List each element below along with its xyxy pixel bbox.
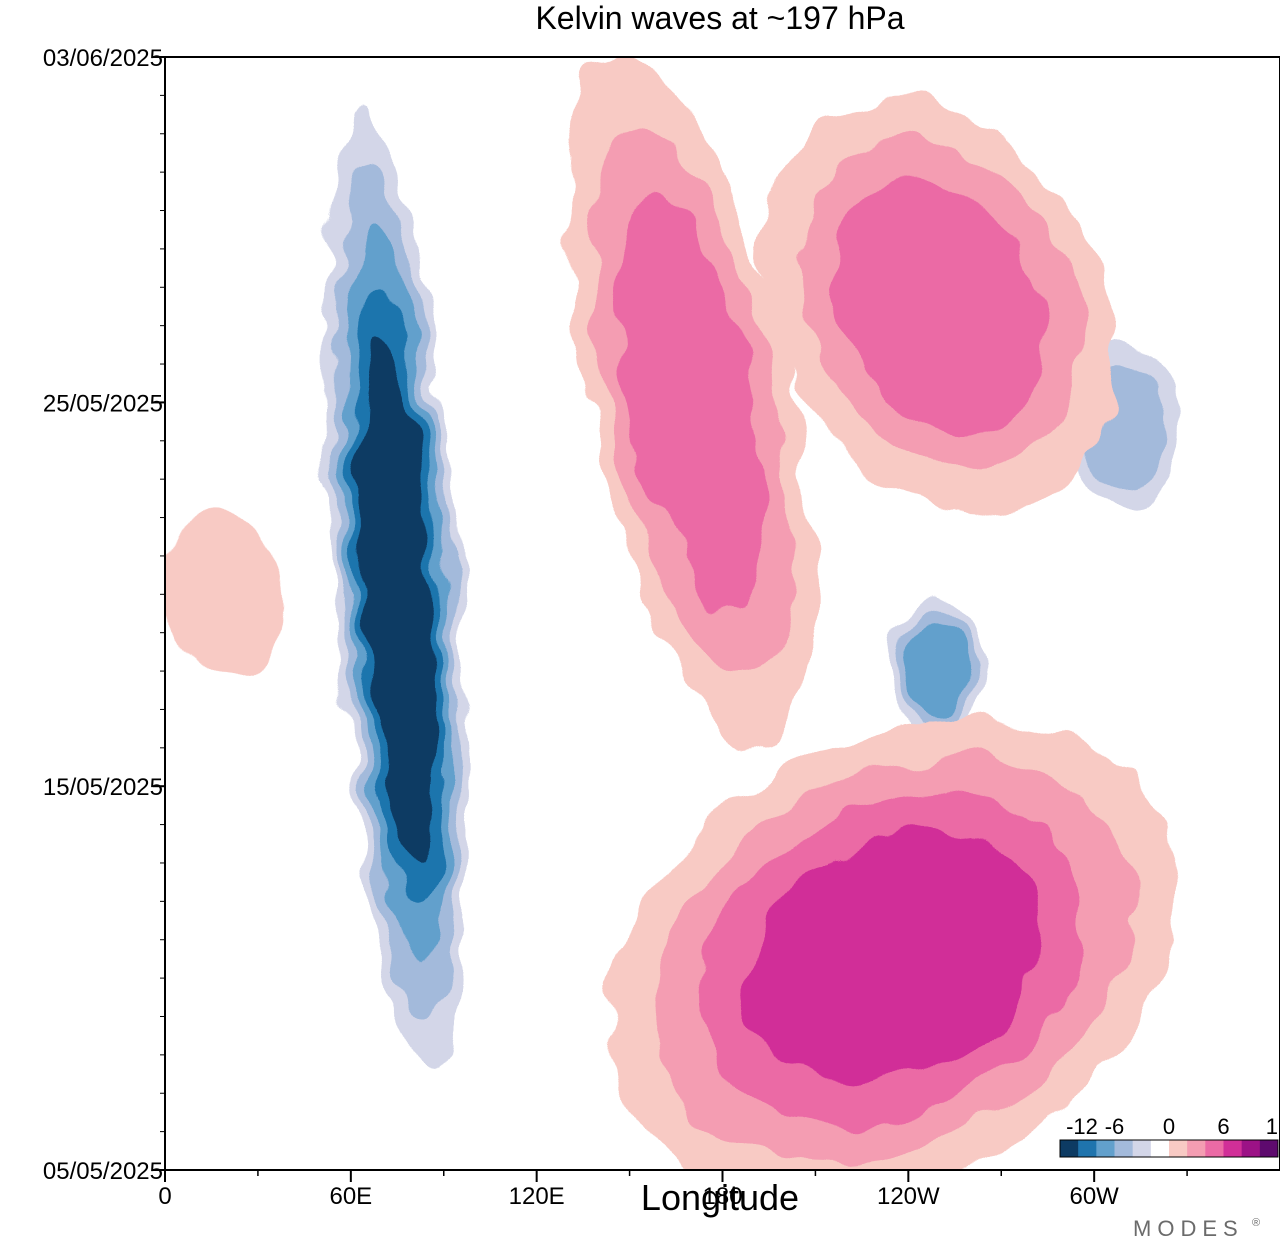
contour-positive-level xyxy=(617,193,766,612)
colorbar-label: 0 xyxy=(1163,1114,1175,1139)
contour-positive-level xyxy=(745,831,1041,1087)
x-tick-label: 180 xyxy=(702,1183,742,1210)
colorbar-swatch xyxy=(1078,1140,1097,1157)
x-tick-label: 60W xyxy=(1069,1183,1119,1210)
colorbar-swatch xyxy=(1169,1140,1188,1157)
brand-registered-mark: ® xyxy=(1252,1217,1260,1229)
y-tick-label: 05/05/2025 xyxy=(43,1158,163,1185)
y-tick-label: 25/05/2025 xyxy=(43,390,163,417)
colorbar-swatch xyxy=(1060,1140,1079,1157)
colorbar-swatch xyxy=(1223,1140,1243,1157)
colorbar-label: 12 xyxy=(1266,1114,1280,1139)
x-tick-label: 0 xyxy=(158,1183,171,1210)
x-axis: 0 60E 120E 180 120W 60W xyxy=(158,1170,1188,1210)
x-tick-label: 120W xyxy=(877,1183,940,1210)
colorbar-swatch xyxy=(1096,1140,1115,1157)
colorbar-swatch xyxy=(1241,1140,1261,1157)
y-axis: 05/05/2025 15/05/2025 25/05/2025 03/06/2025 xyxy=(43,45,165,1185)
contour-positive-level xyxy=(833,180,1045,433)
x-axis-title: Longitude xyxy=(641,1177,799,1218)
chart-title: Kelvin waves at ~197 hPa xyxy=(535,0,904,36)
y-tick-label: 15/05/2025 xyxy=(43,774,163,801)
contour-positive-level xyxy=(165,512,283,677)
colorbar-swatch xyxy=(1150,1140,1170,1157)
x-tick-label: 60E xyxy=(329,1183,372,1210)
colorbar-frame xyxy=(1059,1139,1279,1158)
colorbar-swatch xyxy=(1114,1140,1134,1157)
colorbar-label: -6 xyxy=(1105,1114,1125,1139)
x-tick-label: 120E xyxy=(509,1183,565,1210)
contour-negative-level xyxy=(907,624,971,718)
colorbar-swatch xyxy=(1205,1140,1224,1157)
contour-field xyxy=(165,57,1196,1170)
colorbar-label: -12 xyxy=(1066,1114,1098,1139)
colorbar-swatch xyxy=(1187,1140,1206,1157)
y-tick-label: 03/06/2025 xyxy=(43,45,163,72)
colorbar-swatch xyxy=(1259,1140,1279,1157)
colorbar-label: 6 xyxy=(1217,1114,1229,1139)
brand-wordmark: MODES xyxy=(1133,1216,1244,1241)
colorbar: -12 -6 0 6 12 xyxy=(1059,1114,1280,1158)
colorbar-swatch xyxy=(1132,1140,1152,1157)
contour-negative-level xyxy=(358,340,436,848)
